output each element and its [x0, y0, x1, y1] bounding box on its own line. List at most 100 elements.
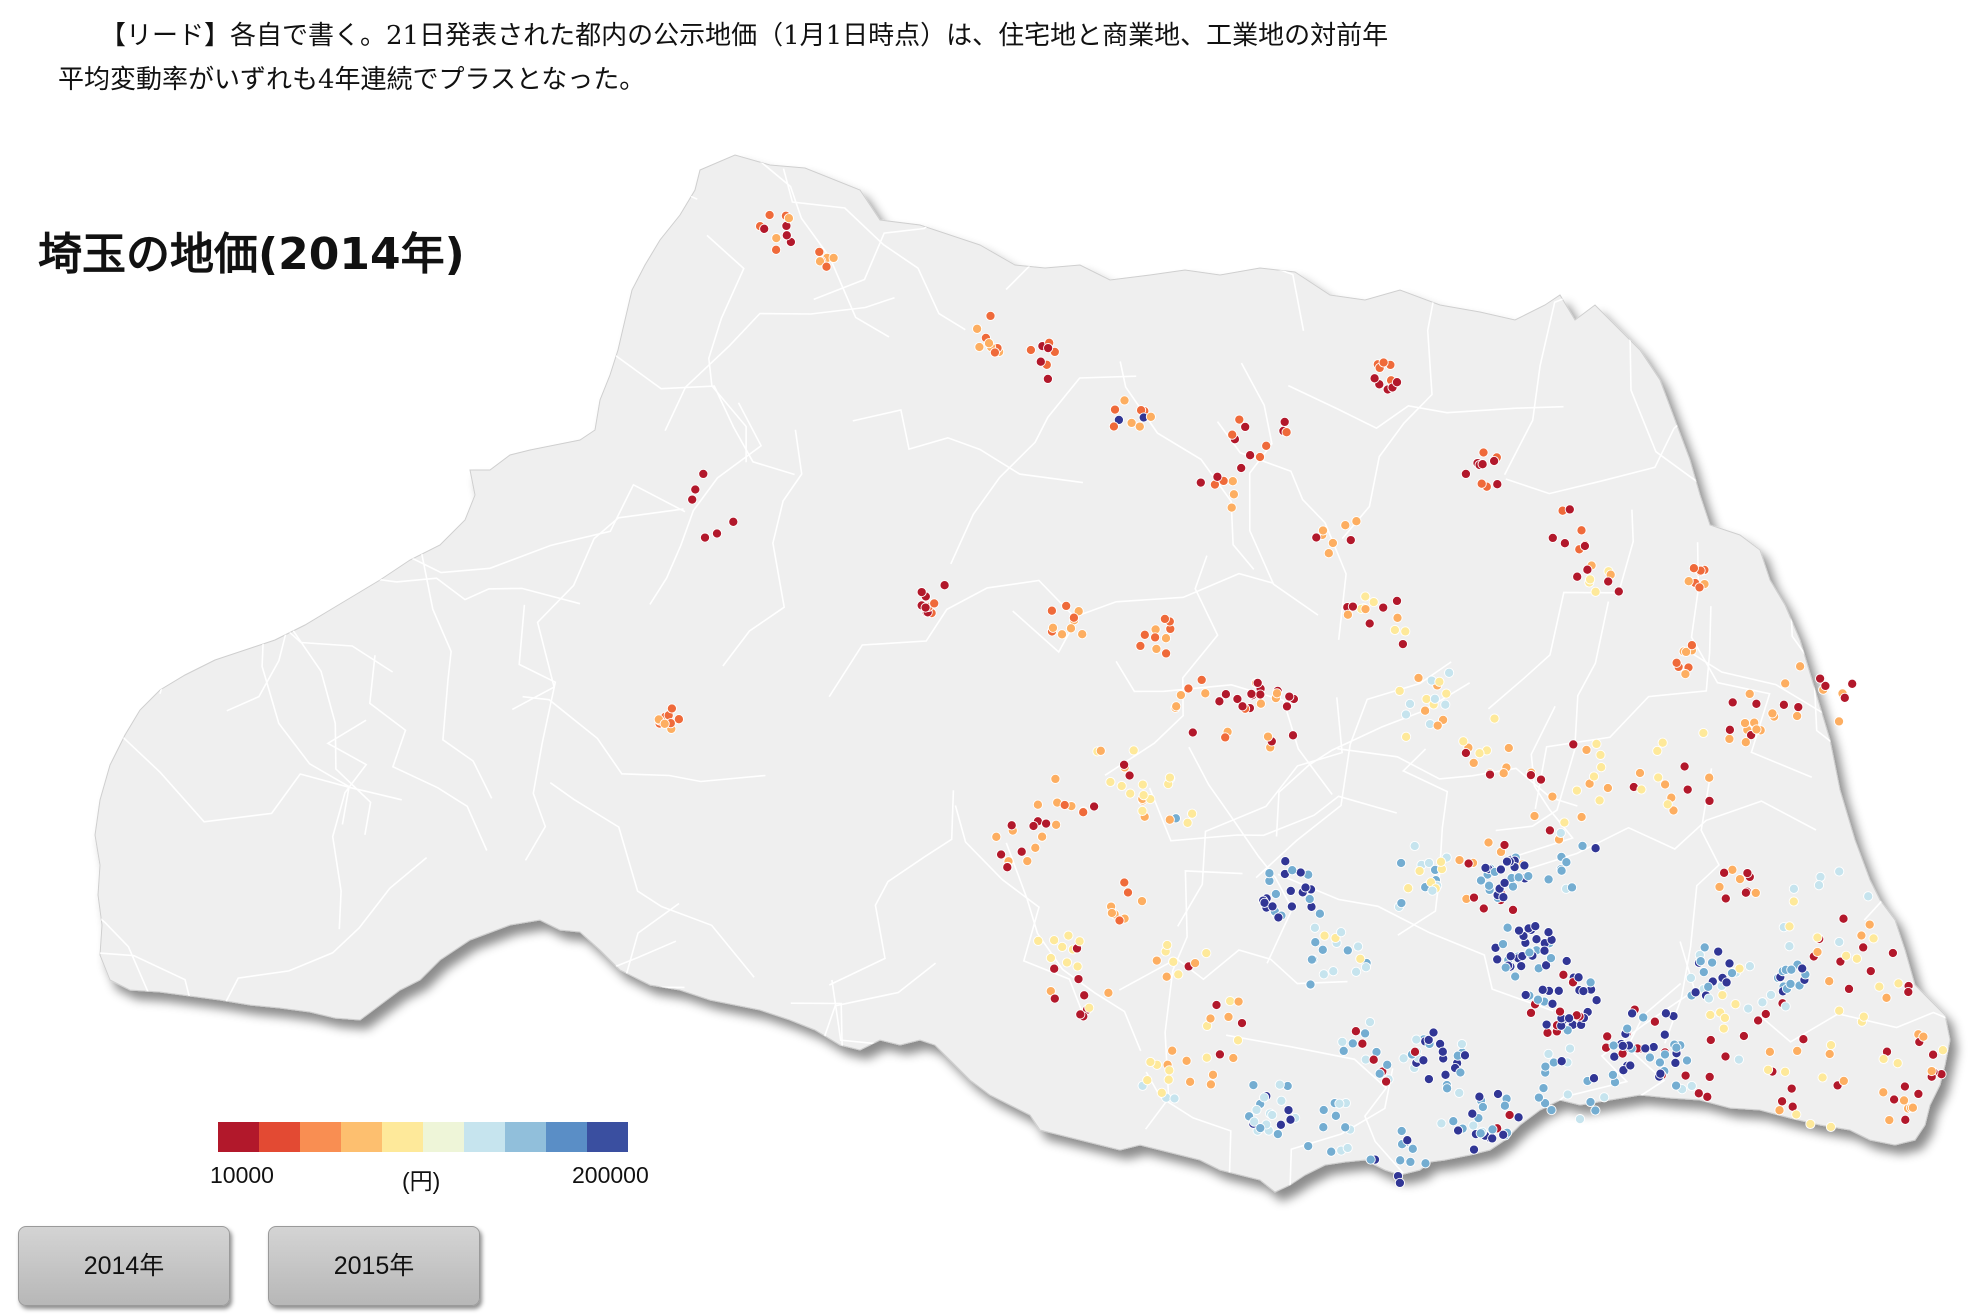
land-price-dot[interactable]	[1427, 885, 1438, 896]
land-price-dot[interactable]	[1185, 1076, 1196, 1087]
land-price-dot[interactable]	[1817, 1072, 1828, 1083]
land-price-dot[interactable]	[1585, 1096, 1596, 1108]
land-price-dot[interactable]	[1686, 1080, 1697, 1092]
land-price-dot[interactable]	[1442, 1083, 1453, 1094]
land-price-dot[interactable]	[1164, 1065, 1175, 1076]
land-price-dot[interactable]	[1150, 632, 1161, 643]
land-price-dot[interactable]	[1627, 1008, 1638, 1019]
land-price-dot[interactable]	[1693, 1088, 1704, 1099]
land-price-dot[interactable]	[1318, 1104, 1329, 1116]
land-price-dot[interactable]	[1564, 504, 1575, 515]
land-price-dot[interactable]	[1374, 1068, 1385, 1079]
land-price-dot[interactable]	[996, 849, 1007, 860]
land-price-dot[interactable]	[1498, 1129, 1509, 1140]
land-price-dot[interactable]	[1561, 955, 1572, 967]
land-price-dot[interactable]	[1568, 739, 1579, 750]
land-price-dot[interactable]	[1500, 962, 1511, 973]
land-price-dot[interactable]	[1309, 922, 1320, 933]
land-price-dot[interactable]	[1774, 1105, 1785, 1116]
land-price-dot[interactable]	[1025, 344, 1036, 356]
land-price-dot[interactable]	[1878, 1053, 1889, 1065]
land-price-dot[interactable]	[1660, 779, 1671, 790]
land-price-dot[interactable]	[1016, 846, 1027, 857]
land-price-dot[interactable]	[711, 528, 723, 539]
land-price-dot[interactable]	[1603, 576, 1614, 587]
land-price-dot[interactable]	[1285, 1114, 1296, 1125]
land-price-dot[interactable]	[1874, 981, 1885, 992]
land-price-dot[interactable]	[1558, 969, 1569, 980]
land-price-dot[interactable]	[1467, 1108, 1478, 1119]
land-price-dot[interactable]	[1538, 1083, 1549, 1094]
land-price-dot[interactable]	[1834, 1005, 1845, 1016]
land-price-dot[interactable]	[1780, 1066, 1791, 1077]
land-price-dot[interactable]	[1418, 1055, 1429, 1066]
land-price-dot[interactable]	[1681, 1055, 1693, 1066]
land-price-dot[interactable]	[1391, 595, 1403, 606]
land-price-dot[interactable]	[1547, 791, 1558, 802]
land-price-dot[interactable]	[1727, 697, 1738, 708]
land-price-dot[interactable]	[1287, 865, 1298, 876]
land-price-dot[interactable]	[1510, 971, 1521, 982]
land-price-dot[interactable]	[1187, 727, 1198, 738]
land-price-dot[interactable]	[1432, 720, 1443, 731]
land-price-dot[interactable]	[1047, 622, 1059, 633]
land-price-dot[interactable]	[1414, 865, 1425, 877]
land-price-dot[interactable]	[783, 213, 794, 224]
land-price-dot[interactable]	[1798, 1034, 1809, 1045]
land-price-dot[interactable]	[1492, 1088, 1504, 1100]
land-price-dot[interactable]	[1364, 618, 1375, 629]
land-price-dot[interactable]	[1638, 1012, 1649, 1023]
land-price-dot[interactable]	[1791, 1109, 1802, 1120]
land-price-dot[interactable]	[1162, 939, 1173, 951]
land-price-dot[interactable]	[1571, 785, 1582, 796]
land-price-dot[interactable]	[1156, 1087, 1167, 1098]
land-price-dot[interactable]	[1868, 933, 1879, 944]
land-price-dot[interactable]	[1249, 1116, 1260, 1127]
land-price-dot[interactable]	[1404, 698, 1416, 709]
land-price-dot[interactable]	[1786, 964, 1797, 975]
land-price-dot[interactable]	[1784, 921, 1795, 932]
land-price-dot[interactable]	[1336, 927, 1347, 938]
land-price-dot[interactable]	[1815, 673, 1826, 684]
land-price-dot[interactable]	[1413, 672, 1424, 683]
land-price-dot[interactable]	[1342, 1142, 1353, 1154]
land-price-dot[interactable]	[1777, 1096, 1788, 1107]
land-price-dot[interactable]	[1918, 1031, 1929, 1042]
land-price-dot[interactable]	[1355, 953, 1366, 964]
land-price-dot[interactable]	[1543, 1048, 1554, 1059]
land-price-dot[interactable]	[1703, 981, 1714, 992]
land-price-dot[interactable]	[1520, 989, 1531, 1001]
land-price-dot[interactable]	[1368, 597, 1379, 608]
land-price-dot[interactable]	[1596, 762, 1607, 773]
land-price-dot[interactable]	[1704, 772, 1715, 783]
land-price-dot[interactable]	[1272, 1129, 1283, 1140]
land-price-dot[interactable]	[1261, 440, 1272, 451]
land-price-dot[interactable]	[1654, 1057, 1665, 1068]
land-price-dot[interactable]	[1475, 875, 1487, 886]
land-price-dot[interactable]	[1863, 891, 1874, 902]
land-price-dot[interactable]	[1454, 1087, 1465, 1098]
land-price-dot[interactable]	[1319, 930, 1330, 941]
land-price-dot[interactable]	[1437, 1046, 1448, 1057]
land-price-dot[interactable]	[1468, 1120, 1479, 1131]
land-price-dot[interactable]	[1394, 685, 1405, 696]
land-price-dot[interactable]	[1227, 476, 1238, 487]
land-price-dot[interactable]	[1351, 966, 1362, 977]
land-price-dot[interactable]	[1360, 1028, 1371, 1039]
land-price-dot[interactable]	[1881, 992, 1892, 1003]
land-price-dot[interactable]	[916, 587, 927, 598]
land-price-dot[interactable]	[1035, 356, 1046, 367]
land-price-dot[interactable]	[1255, 1123, 1266, 1134]
land-price-dot[interactable]	[1394, 1177, 1405, 1188]
land-price-dot[interactable]	[1889, 1094, 1900, 1105]
land-price-dot[interactable]	[1739, 718, 1751, 729]
land-price-dot[interactable]	[1839, 692, 1850, 703]
land-price-dot[interactable]	[1659, 1049, 1671, 1060]
land-price-dot[interactable]	[1743, 1003, 1754, 1014]
land-price-dot[interactable]	[1240, 421, 1251, 432]
land-price-dot[interactable]	[673, 714, 684, 725]
land-price-dot[interactable]	[1608, 1040, 1619, 1051]
land-price-dot[interactable]	[1280, 856, 1291, 867]
land-price-dot[interactable]	[1190, 958, 1201, 969]
land-price-dot[interactable]	[1398, 1053, 1409, 1064]
